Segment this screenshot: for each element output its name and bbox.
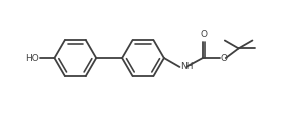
Text: HO: HO [25,54,38,62]
Text: NH: NH [180,62,194,72]
Text: O: O [221,54,228,62]
Text: O: O [200,30,207,39]
